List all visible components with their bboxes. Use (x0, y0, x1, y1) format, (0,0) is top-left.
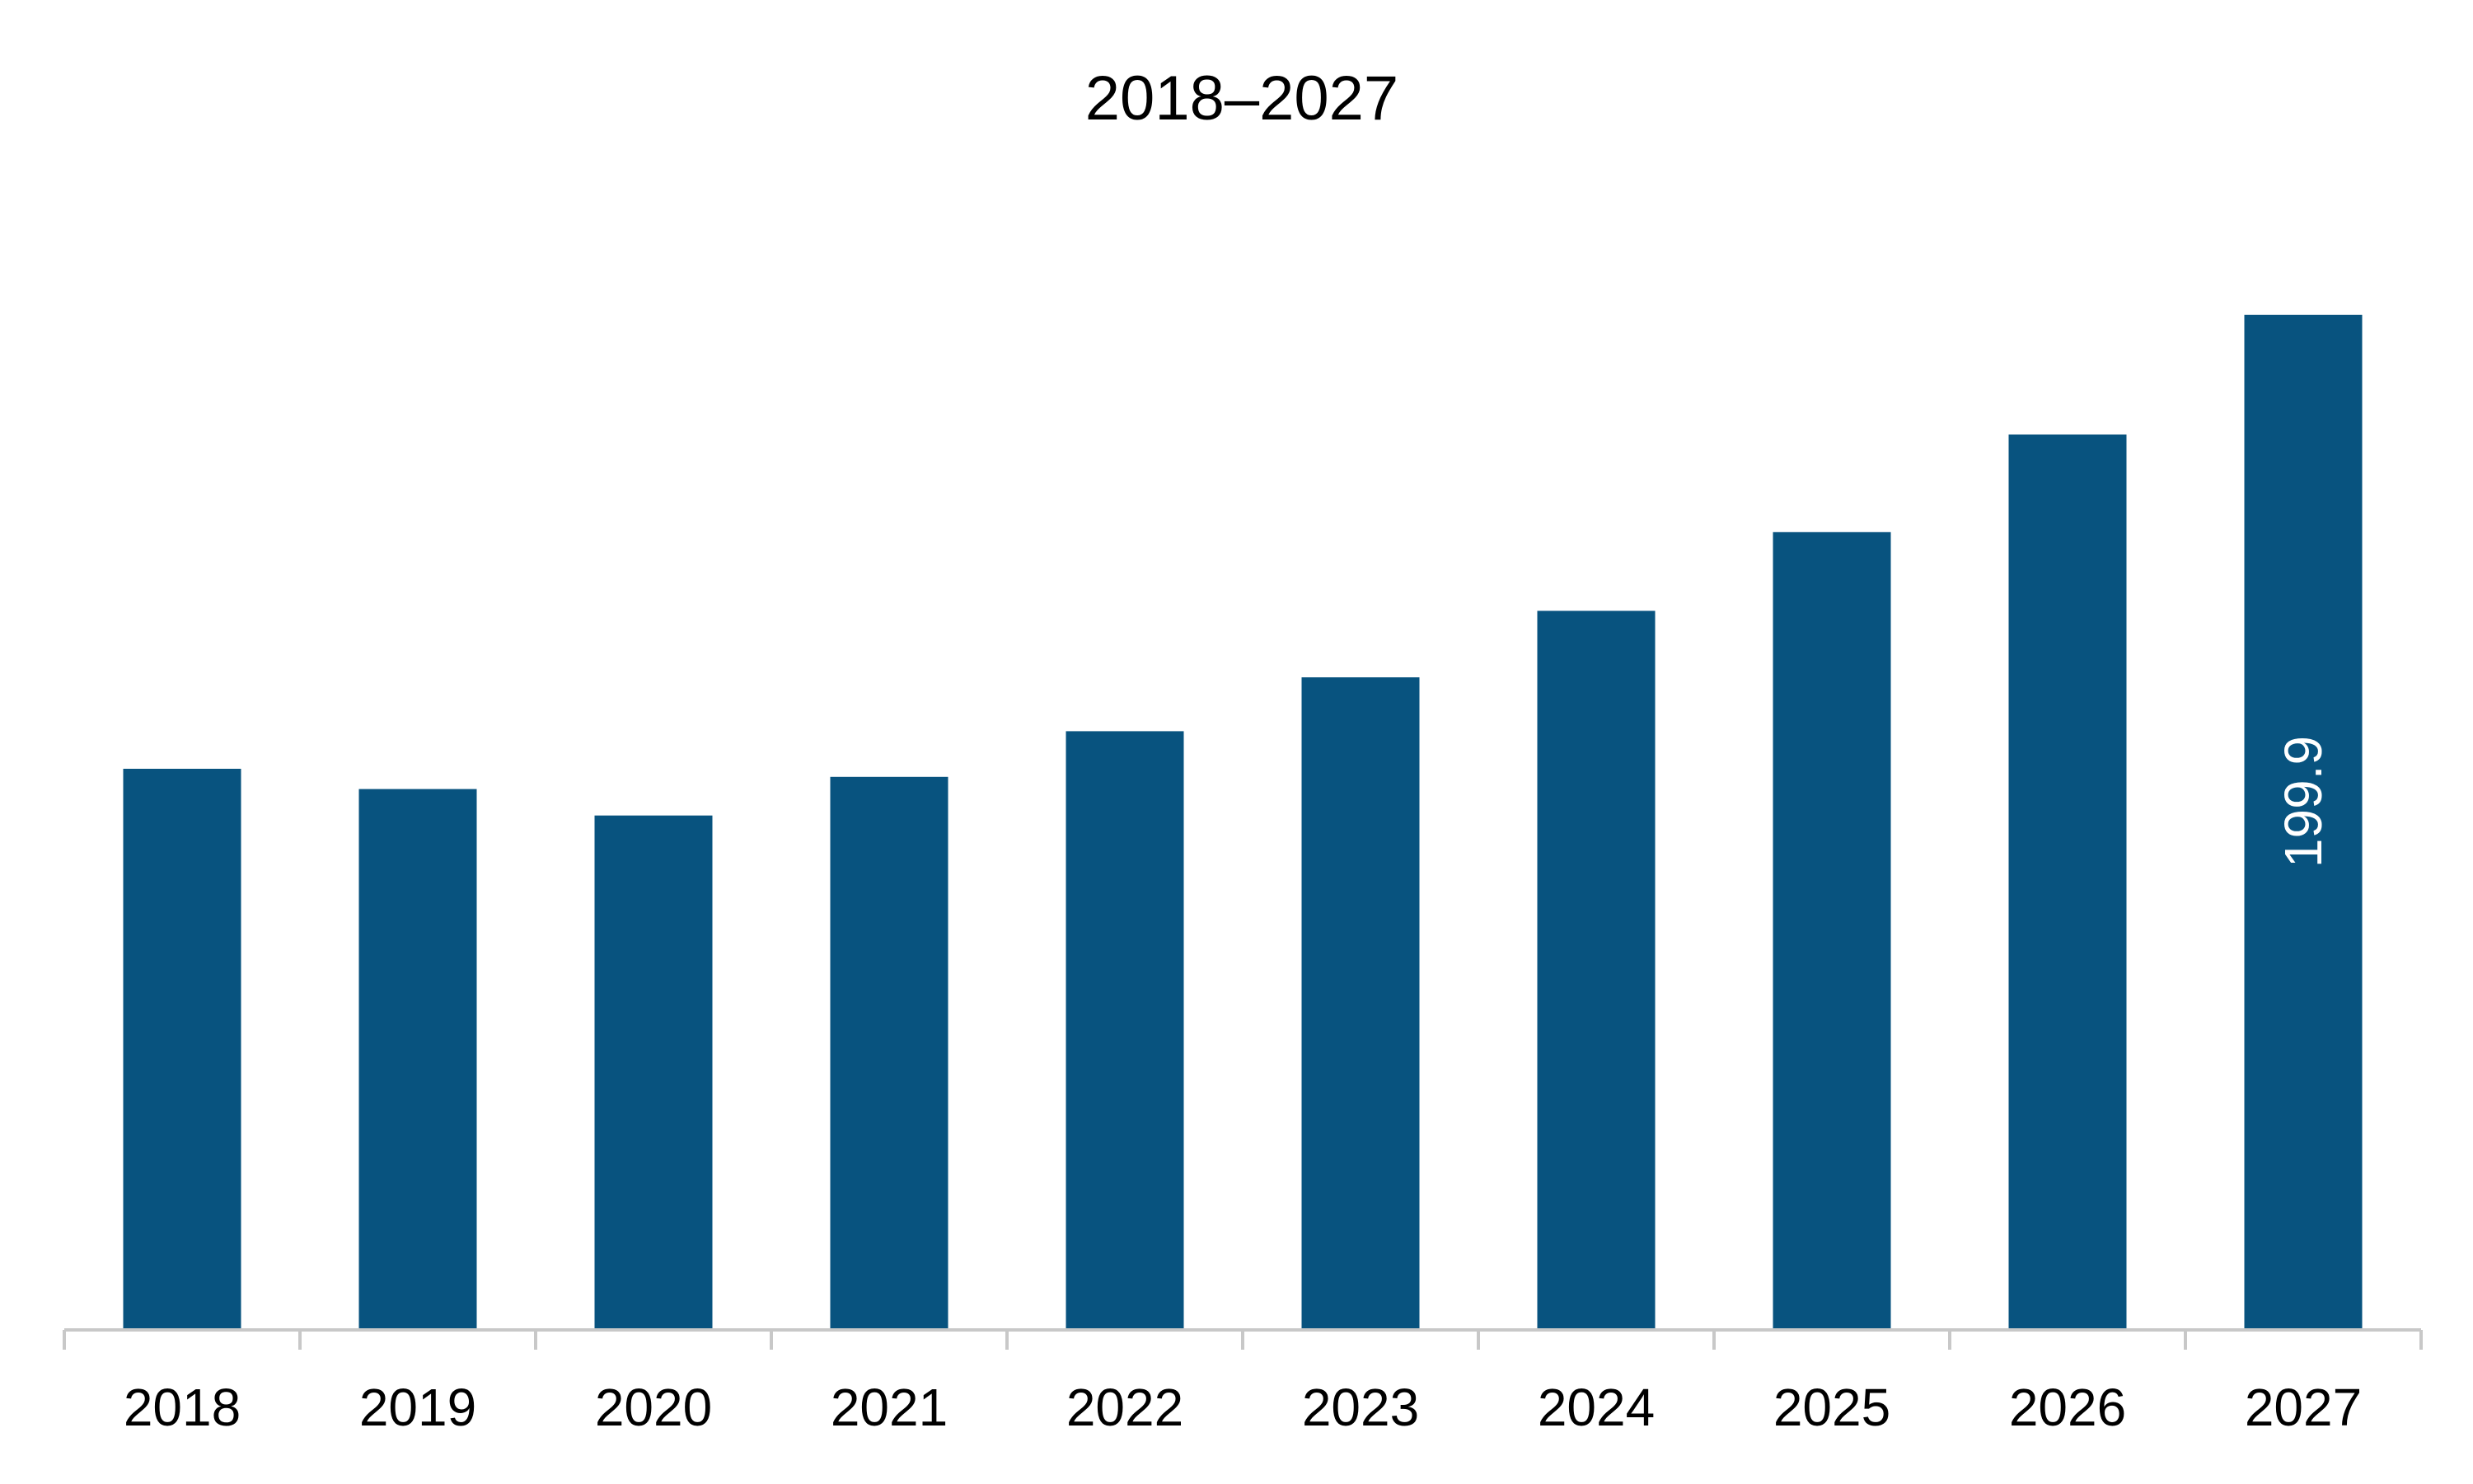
x-tick-label-2023: 2023 (1302, 1378, 1419, 1437)
bar-2026 (2008, 434, 2127, 1330)
x-tick-label-2026: 2026 (2009, 1378, 2126, 1437)
x-tick-labels: 2018 2019 2020 2021 2022 2023 2024 2025 2026 2027 (124, 1378, 2362, 1437)
bar-2021 (830, 776, 948, 1330)
bar-2024 (1537, 611, 1656, 1330)
x-tick-label-2022: 2022 (1066, 1378, 1183, 1437)
data-label-2027: 199.9 (2274, 736, 2333, 868)
x-tick-label-2020: 2020 (595, 1378, 712, 1437)
x-tick-label-2019: 2019 (359, 1378, 476, 1437)
bar-2025 (1773, 531, 1891, 1330)
x-tick-label-2024: 2024 (1538, 1378, 1655, 1437)
chart-title: 2018–2027 (1085, 63, 1398, 133)
bar-2027 (2244, 315, 2363, 1330)
bar-2019 (358, 789, 477, 1330)
bar-2023 (1301, 677, 1420, 1330)
bar-2022 (1066, 731, 1184, 1330)
x-tick-label-2021: 2021 (831, 1378, 948, 1437)
x-tick-label-2027: 2027 (2245, 1378, 2362, 1437)
x-axis (63, 1328, 2423, 1350)
data-labels: 199.9 (2274, 736, 2333, 868)
bars-group (123, 315, 2363, 1330)
x-tick-label-2018: 2018 (124, 1378, 241, 1437)
bar-2020 (594, 815, 713, 1330)
x-tick-label-2025: 2025 (1773, 1378, 1890, 1437)
bar-2018 (123, 769, 241, 1330)
